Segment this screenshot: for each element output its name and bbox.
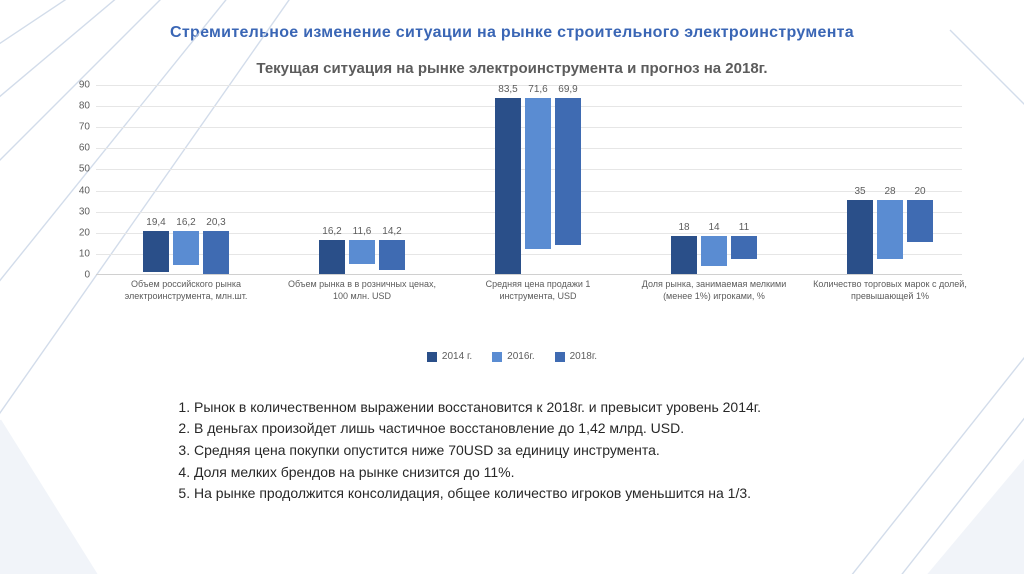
legend-swatch xyxy=(427,352,437,362)
legend-swatch xyxy=(555,352,565,362)
category-label: Объем рынка в в розничных ценах, 100 млн… xyxy=(282,279,442,302)
y-tick: 60 xyxy=(79,143,90,154)
category-label: Средняя цена продажи 1 инструмента, USD xyxy=(458,279,618,302)
bar: 71,6 xyxy=(525,98,551,249)
y-tick: 50 xyxy=(79,164,90,175)
bar-value-label: 14,2 xyxy=(382,226,401,237)
bar: 14,2 xyxy=(379,240,405,270)
bar: 16,2 xyxy=(173,231,199,265)
bullet-item: В деньгах произойдет лишь частичное восс… xyxy=(194,418,934,440)
legend-item: 2014 г. xyxy=(427,351,472,362)
category-label: Объем российского рынка электроинструмен… xyxy=(106,279,266,302)
bar: 28 xyxy=(877,200,903,259)
plot-region: 19,416,220,3Объем российского рынка элек… xyxy=(96,85,962,275)
bar: 83,5 xyxy=(495,98,521,274)
category-label: Доля рынка, занимаемая мелкими (менее 1%… xyxy=(634,279,794,302)
bar: 14 xyxy=(701,236,727,266)
bar-value-label: 11 xyxy=(739,222,749,233)
y-tick: 30 xyxy=(79,206,90,217)
y-axis: 0102030405060708090 xyxy=(62,85,96,275)
bullet-item: Рынок в количественном выражении восстан… xyxy=(194,397,934,419)
y-tick: 20 xyxy=(79,227,90,238)
bar: 35 xyxy=(847,200,873,274)
legend-label: 2018г. xyxy=(570,351,597,362)
bar: 20,3 xyxy=(203,231,229,274)
legend-item: 2016г. xyxy=(492,351,534,362)
bar: 20 xyxy=(907,200,933,242)
legend-swatch xyxy=(492,352,502,362)
bar-value-label: 71,6 xyxy=(528,84,547,95)
category-label: Количество торговых марок с долей, превы… xyxy=(810,279,970,302)
bar-value-label: 16,2 xyxy=(322,226,341,237)
chart-legend: 2014 г. 2016г. 2018г. xyxy=(0,351,1024,365)
bullet-list: Рынок в количественном выражении восстан… xyxy=(170,397,934,505)
y-tick: 0 xyxy=(84,270,90,281)
bar-value-label: 28 xyxy=(884,186,895,197)
bar-value-label: 11,6 xyxy=(353,226,372,237)
chart-title: Текущая ситуация на рынке электроинструм… xyxy=(0,60,1024,77)
bar-value-label: 69,9 xyxy=(558,84,577,95)
bar-group: 16,211,614,2 xyxy=(302,240,422,274)
bullet-item: На рынке продолжится консолидация, общее… xyxy=(194,483,934,505)
bar: 11,6 xyxy=(349,240,375,264)
y-tick: 40 xyxy=(79,185,90,196)
bar-group: 19,416,220,3 xyxy=(126,231,246,274)
chart-area: 0102030405060708090 19,416,220,3Объем ро… xyxy=(62,85,962,345)
bar-value-label: 14 xyxy=(708,222,719,233)
bullet-item: Средняя цена покупки опустится ниже 70US… xyxy=(194,440,934,462)
bar-group: 352820 xyxy=(830,200,950,274)
bar-value-label: 16,2 xyxy=(176,217,195,228)
bar-group: 181411 xyxy=(654,236,774,274)
bar: 16,2 xyxy=(319,240,345,274)
legend-label: 2014 г. xyxy=(442,351,472,362)
bar-value-label: 20,3 xyxy=(206,217,225,228)
bar-value-label: 20 xyxy=(914,186,925,197)
bar: 19,4 xyxy=(143,231,169,272)
legend-label: 2016г. xyxy=(507,351,534,362)
bar: 11 xyxy=(731,236,757,259)
legend-item: 2018г. xyxy=(555,351,597,362)
y-tick: 70 xyxy=(79,122,90,133)
bar-value-label: 19,4 xyxy=(146,217,165,228)
y-tick: 90 xyxy=(79,80,90,91)
page-title: Стремительное изменение ситуации на рынк… xyxy=(0,0,1024,42)
bar: 18 xyxy=(671,236,697,274)
bar-group: 83,571,669,9 xyxy=(478,98,598,274)
bar-value-label: 18 xyxy=(678,222,689,233)
bar: 69,9 xyxy=(555,98,581,246)
y-tick: 80 xyxy=(79,101,90,112)
bar-value-label: 83,5 xyxy=(498,84,517,95)
bullet-item: Доля мелких брендов на рынке снизится до… xyxy=(194,462,934,484)
y-tick: 10 xyxy=(79,248,90,259)
bar-value-label: 35 xyxy=(854,186,865,197)
